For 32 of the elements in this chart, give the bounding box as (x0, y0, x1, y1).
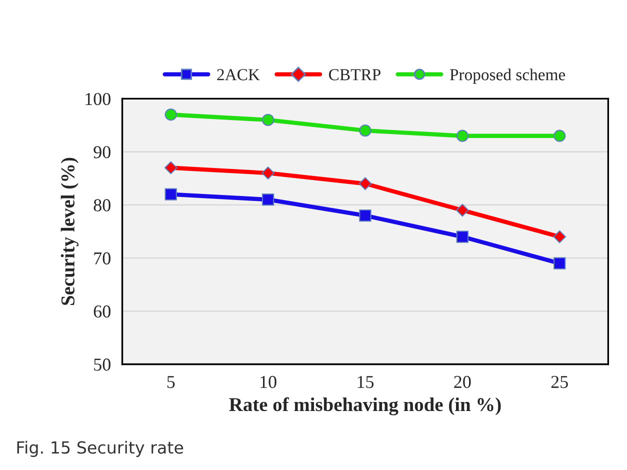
legend-label: 2ACK (217, 69, 260, 80)
x-tick-label: 15 (358, 376, 374, 388)
point (456, 204, 469, 217)
y-tick-label: 90 (94, 146, 110, 158)
x-tick-label: 25 (551, 376, 568, 388)
point (164, 161, 178, 174)
x-tick-label: 20 (454, 376, 471, 388)
y-tick-label: 60 (94, 305, 110, 318)
point (456, 130, 468, 142)
y-axis-title: Security level (%) (60, 158, 79, 305)
point (164, 188, 177, 200)
point (164, 108, 177, 121)
x-tick-label: 10 (260, 376, 276, 388)
point (554, 130, 566, 142)
point (358, 177, 372, 190)
legend-label: Proposed scheme (450, 68, 566, 84)
legend-label: CBTRP (329, 69, 380, 80)
y-tick-label: 70 (94, 252, 110, 264)
y-tick-label: 80 (94, 199, 110, 212)
point (553, 230, 566, 244)
point (262, 194, 274, 206)
caption: Fig. 15 Security rate (17, 440, 184, 458)
point (262, 166, 274, 180)
y-tick-label: 50 (94, 358, 110, 371)
point (359, 209, 372, 222)
point (456, 230, 468, 243)
point (359, 124, 372, 137)
y-tick-label: 100 (86, 92, 110, 106)
point (262, 114, 274, 126)
x-axis-title: Rate of misbehaving node (in %) (229, 397, 501, 416)
x-tick-label: 5 (167, 376, 175, 388)
point (554, 257, 566, 270)
